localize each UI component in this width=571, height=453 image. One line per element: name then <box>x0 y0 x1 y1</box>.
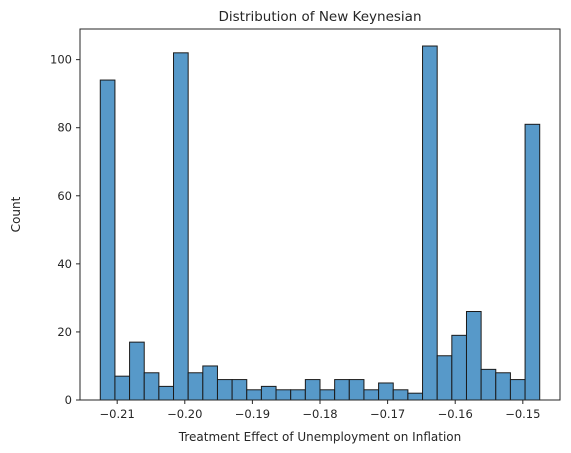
histogram-bar <box>260 385 277 401</box>
x-axis: −0.21 −0.20 −0.19 −0.18 −0.17 −0.16 −0.15 <box>100 400 540 421</box>
y-axis: 0 20 40 60 80 100 <box>50 53 80 407</box>
histogram-bar <box>392 389 409 401</box>
histogram-bar <box>422 45 438 401</box>
histogram-bar <box>524 123 541 401</box>
histogram-bar <box>114 375 131 401</box>
histogram-bar <box>378 382 394 401</box>
x-tick-label: −0.17 <box>370 407 405 421</box>
histogram-bar <box>99 79 116 401</box>
histogram-bar <box>187 372 204 401</box>
plot-frame <box>79 28 561 401</box>
y-tick-label: 80 <box>57 121 72 135</box>
histogram-bar <box>480 368 497 401</box>
x-tick-label: −0.18 <box>302 407 337 421</box>
histogram-bar <box>304 379 321 401</box>
histogram-bar <box>348 379 365 401</box>
y-tick-label: 20 <box>57 325 72 339</box>
histogram-bar <box>173 52 189 401</box>
histogram-bar <box>465 311 482 401</box>
histogram-bar <box>216 379 233 401</box>
y-axis-label: Count <box>9 196 23 232</box>
histogram-bar <box>436 355 453 401</box>
histogram-bar <box>158 385 175 401</box>
histogram-bar <box>202 365 218 401</box>
y-tick-label: 100 <box>50 53 72 67</box>
histogram-bar <box>129 341 145 401</box>
x-tick-label: −0.16 <box>438 407 473 421</box>
histogram-bar <box>451 334 467 401</box>
histogram-bar <box>290 389 306 401</box>
y-tick-label: 40 <box>57 257 72 271</box>
histogram-bar <box>275 389 292 401</box>
y-tick-label: 60 <box>57 189 72 203</box>
x-tick-label: −0.21 <box>100 407 135 421</box>
histogram-bar <box>334 379 350 401</box>
histogram-bar <box>495 372 511 401</box>
chart-title: Distribution of New Keynesian <box>218 9 421 25</box>
histogram-bar <box>143 372 160 401</box>
y-tick-label: 0 <box>65 393 72 407</box>
histogram-bar <box>407 392 424 401</box>
x-tick-label: −0.20 <box>167 407 202 421</box>
histogram-bar <box>509 379 526 401</box>
histogram-bar <box>246 389 262 401</box>
histogram-bar <box>363 389 380 401</box>
histogram-bar <box>319 389 336 401</box>
bars-group <box>99 45 541 401</box>
histogram-bar <box>231 379 248 401</box>
x-axis-label: Treatment Effect of Unemployment on Infl… <box>178 430 461 444</box>
x-tick-label: −0.19 <box>235 407 270 421</box>
x-tick-label: −0.15 <box>505 407 540 421</box>
